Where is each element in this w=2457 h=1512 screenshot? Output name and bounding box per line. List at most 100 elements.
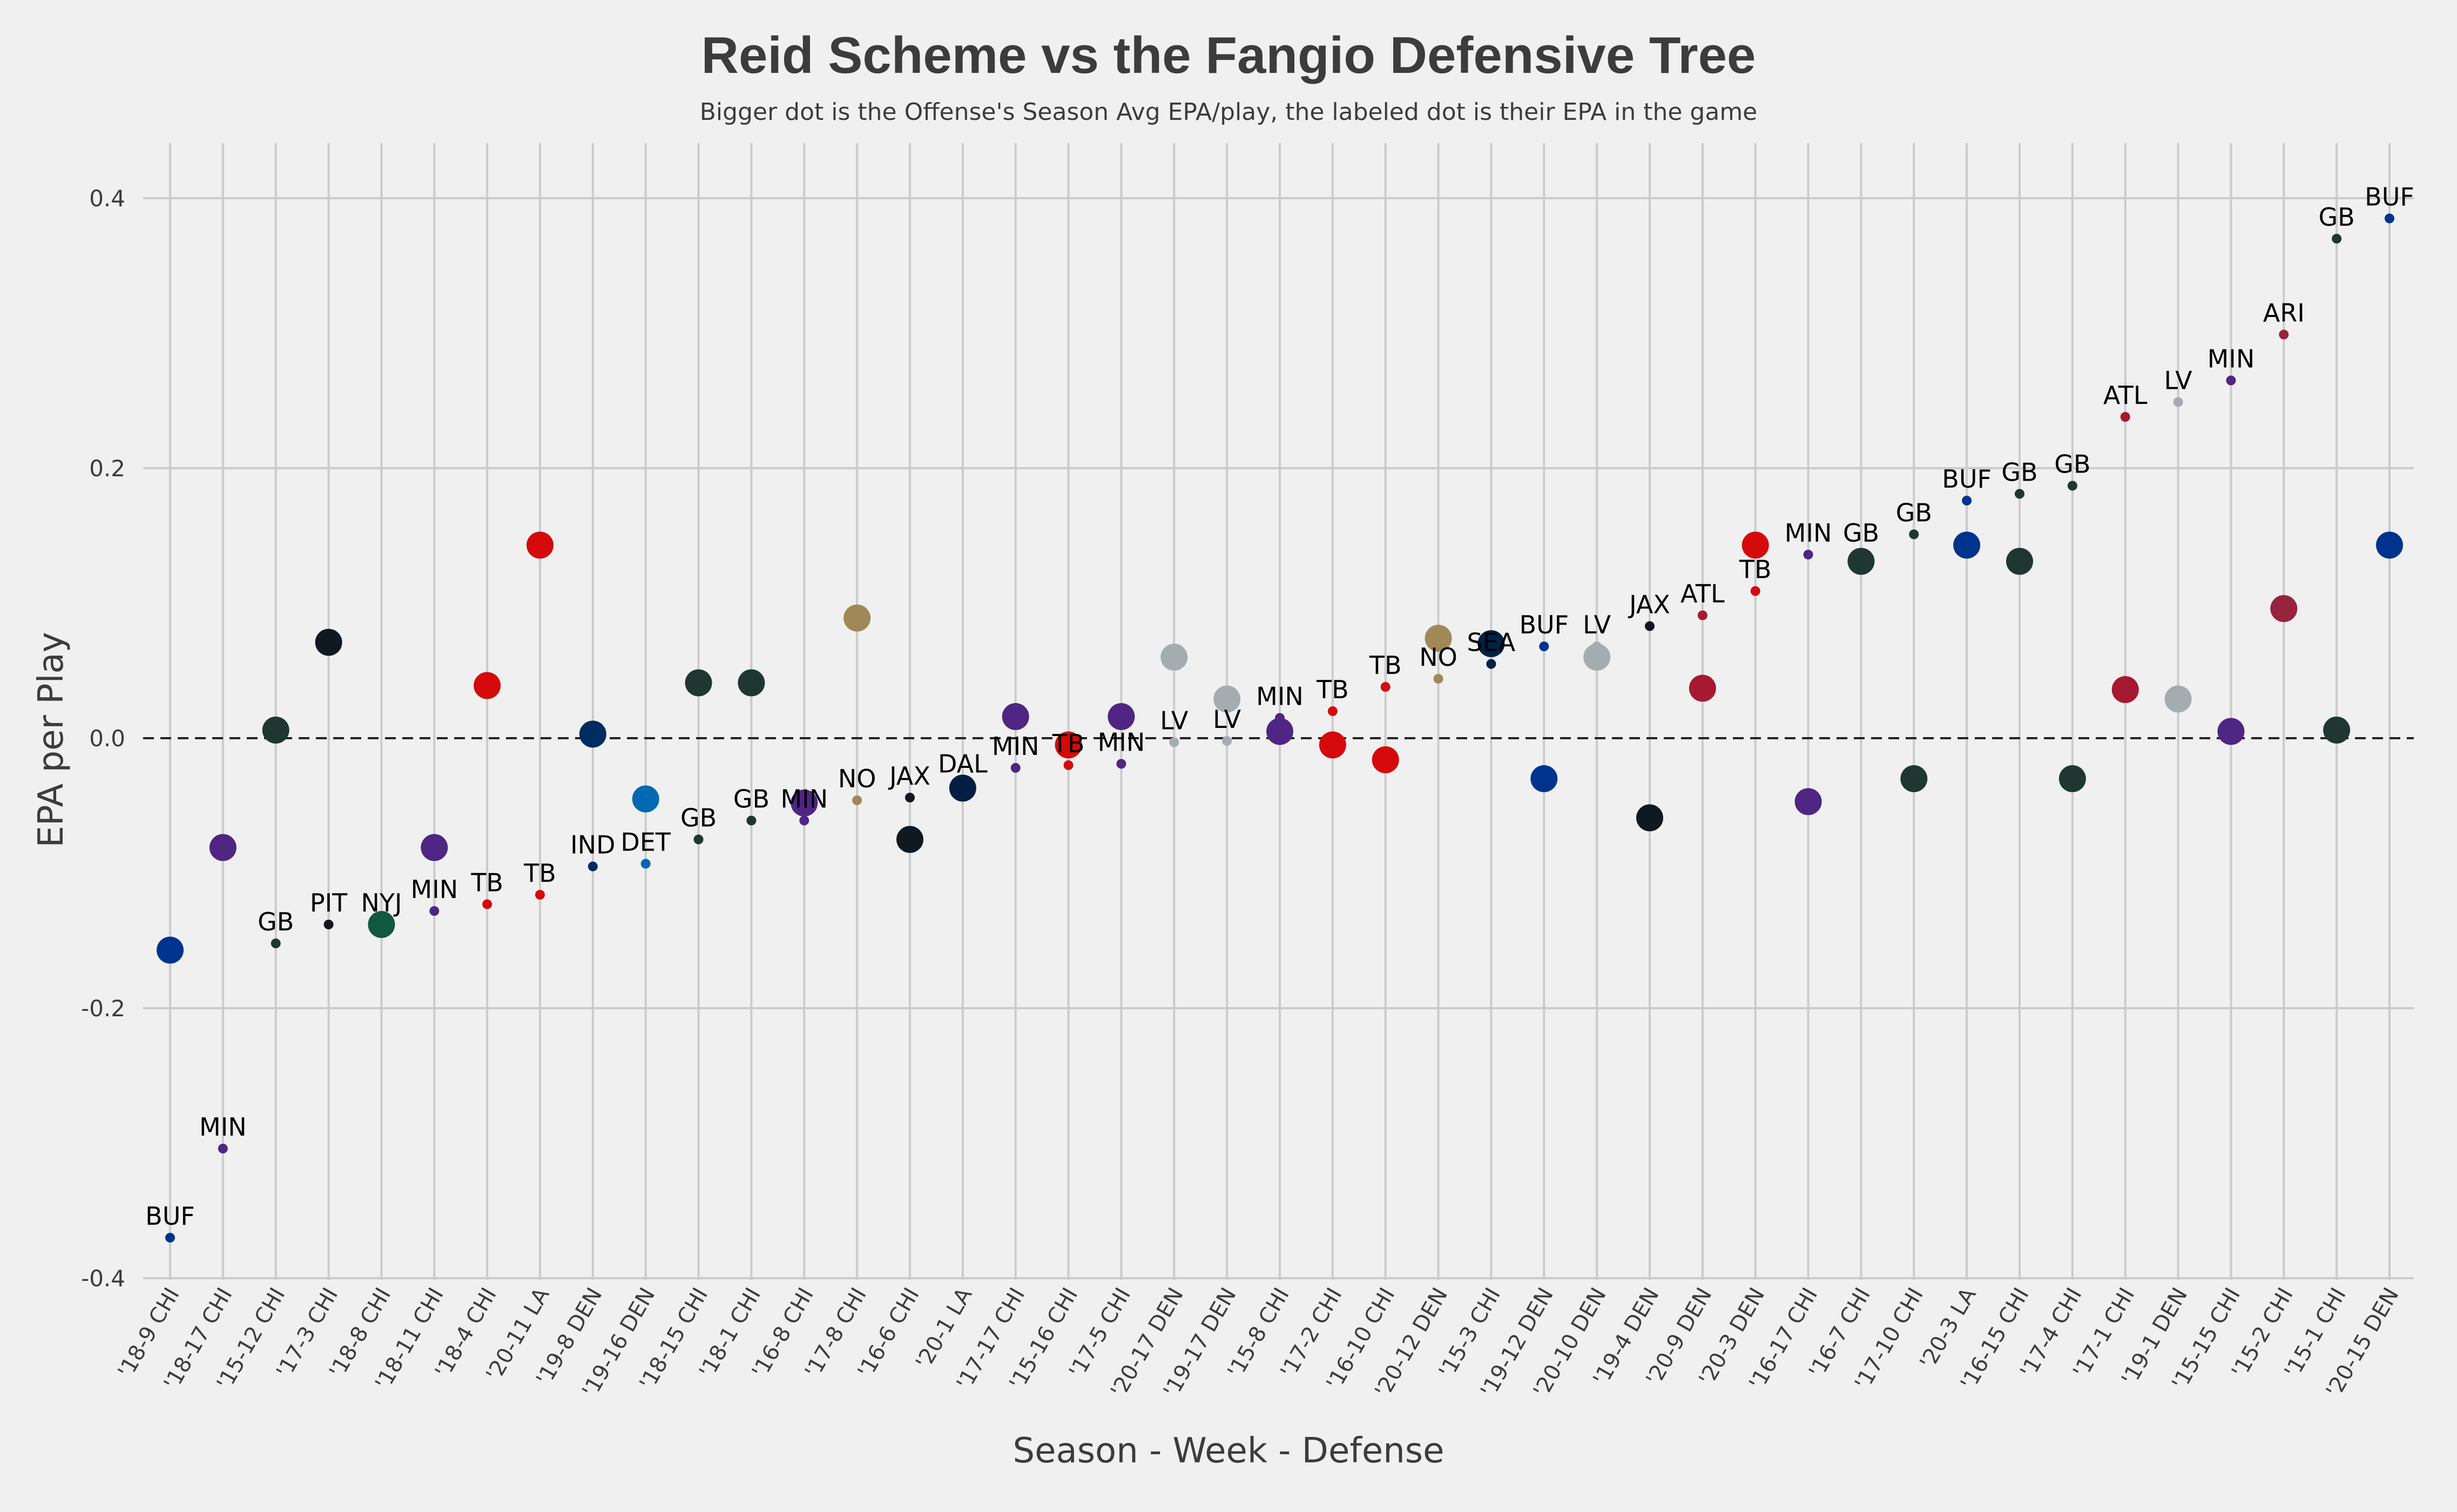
team-label: PIT — [310, 888, 348, 917]
team-label: MIN — [1785, 518, 1832, 548]
team-label: IND — [570, 831, 615, 860]
game-epa-dot — [2226, 375, 2236, 386]
season-avg-dot — [421, 834, 448, 861]
team-label: TB — [1739, 555, 1772, 584]
y-tick-label: -0.4 — [81, 1265, 125, 1292]
season-avg-dot — [1055, 731, 1082, 759]
season-avg-dot — [1900, 765, 1928, 792]
game-epa-dot — [2015, 489, 2024, 499]
season-avg-dot — [2323, 717, 2351, 744]
team-label: LV — [1160, 706, 1189, 735]
season-avg-dot — [1953, 531, 1981, 559]
team-label: TB — [1369, 651, 1402, 680]
game-epa-dot — [218, 1144, 228, 1153]
team-label: TB — [1316, 675, 1349, 704]
team-label: BUF — [1519, 610, 1569, 639]
y-tick-labels: -0.4 -0.2 0.0 0.2 0.4 — [81, 185, 125, 1292]
game-epa-dot — [1645, 621, 1655, 631]
season-avg-dot — [2217, 718, 2245, 745]
team-label: BUF — [1942, 464, 1992, 494]
team-label: LV — [2164, 366, 2193, 395]
season-avg-dot — [1425, 625, 1452, 652]
team-label: GB — [2054, 450, 2090, 479]
team-label: NO — [1419, 643, 1457, 672]
team-label: LV — [1213, 705, 1241, 734]
team-label: MIN — [2208, 345, 2255, 374]
season-avg-dot — [1742, 531, 1769, 559]
season-avg-dot — [157, 936, 184, 964]
team-label: NO — [838, 764, 876, 793]
game-epa-dot — [1909, 529, 1919, 539]
game-epa-dot — [482, 899, 492, 909]
game-epa-dot — [1697, 610, 1707, 620]
team-label: SEA — [1467, 628, 1516, 657]
team-labels: BUF MIN GB PIT NYJ MIN TB TB IND DET GB GB MIN NO JAX D… — [145, 183, 2414, 1231]
team-label: ATL — [2103, 381, 2148, 410]
season-avg-dot — [474, 672, 501, 699]
season-avg-dot — [1160, 644, 1188, 671]
team-label: MIN — [410, 875, 458, 904]
season-avg-dot — [2164, 685, 2192, 713]
team-label: MIN — [199, 1112, 247, 1142]
season-avg-dot — [526, 531, 554, 559]
y-tick-label: 0.0 — [89, 725, 125, 752]
game-epa-dot — [1380, 682, 1390, 692]
team-label: MIN — [992, 732, 1040, 761]
game-epa-dot — [271, 939, 281, 948]
season-avg-dot — [209, 834, 237, 861]
season-avg-dot — [1847, 548, 1875, 575]
game-epa-dot — [2385, 213, 2394, 224]
y-tick-label: 0.4 — [89, 185, 125, 212]
game-epa-dot — [1010, 763, 1021, 773]
season-avg-dot — [1266, 718, 1293, 745]
team-label: MIN — [1256, 682, 1304, 711]
chart-subtitle: Bigger dot is the Offense's Season Avg E… — [699, 98, 1758, 126]
y-axis-label: EPA per Play — [31, 632, 71, 848]
season-avg-dot — [1583, 644, 1611, 671]
game-epa-dot — [2067, 481, 2077, 491]
team-label: TB — [523, 859, 556, 888]
team-label: GB — [2001, 458, 2037, 487]
team-label: JAX — [1628, 590, 1670, 619]
team-label: GB — [258, 907, 294, 936]
season-avg-dot — [579, 720, 606, 748]
game-epa-dot — [2332, 234, 2342, 244]
y-tick-label: 0.2 — [89, 455, 125, 482]
game-epa-dot — [1750, 586, 1760, 596]
team-label: JAX — [888, 761, 930, 791]
team-label: GB — [1843, 518, 1879, 548]
season-avg-dot — [1636, 804, 1663, 832]
game-epa-dot — [640, 859, 651, 869]
season-avg-dot — [738, 669, 765, 697]
game-epa-dot — [2120, 412, 2130, 422]
season-avg-dot — [843, 604, 871, 632]
season-avg-dot — [1213, 685, 1241, 713]
season-avg-dot — [685, 669, 712, 697]
team-label: DET — [620, 828, 671, 857]
season-avg-dot — [315, 629, 342, 656]
season-avg-dot — [2376, 531, 2403, 559]
team-label: TB — [1052, 729, 1085, 758]
season-avg-dot — [1002, 703, 1029, 730]
game-epa-dot — [1169, 737, 1179, 747]
grid — [143, 143, 2414, 1280]
team-label: TB — [470, 868, 503, 897]
game-epa-dot — [2279, 329, 2289, 340]
season-avg-dot — [2006, 548, 2033, 575]
season-avg-dot — [1319, 731, 1346, 759]
y-tick-label: -0.2 — [81, 995, 125, 1022]
game-epa-points — [165, 213, 2394, 1243]
team-label: ARI — [2263, 299, 2305, 328]
game-epa-dot — [323, 920, 334, 929]
game-epa-dot — [535, 890, 545, 900]
season-avg-dot — [1530, 765, 1558, 792]
season-avg-dot — [1794, 788, 1822, 815]
game-epa-dot — [746, 815, 757, 826]
game-epa-dot — [1803, 550, 1813, 559]
team-label: BUF — [2365, 183, 2414, 212]
team-label: GB — [1896, 498, 1932, 528]
season-avg-dot — [2111, 676, 2139, 703]
team-label: BUF — [145, 1202, 195, 1231]
game-epa-dot — [376, 920, 387, 929]
season-avg-dot — [2270, 595, 2298, 622]
